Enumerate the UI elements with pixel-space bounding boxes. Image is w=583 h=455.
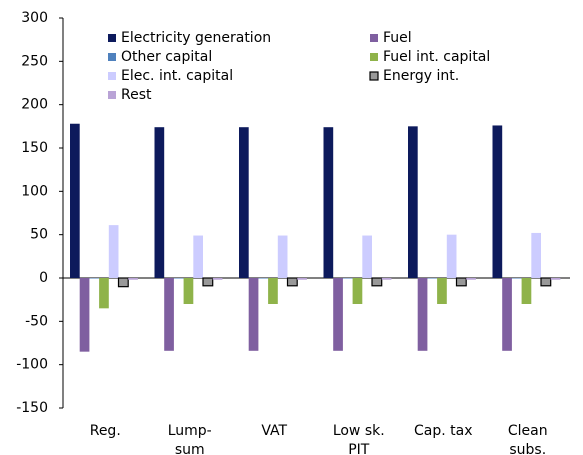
legend-marker — [108, 91, 116, 99]
x-tick-label: VAT — [261, 423, 287, 439]
y-tick-label: 100 — [21, 183, 48, 199]
bar — [258, 278, 269, 279]
legend-label: Rest — [121, 87, 152, 103]
legend-label: Electricity generation — [121, 30, 271, 46]
bar — [531, 232, 541, 278]
x-tick-label: PIT — [348, 442, 370, 455]
bar — [70, 123, 80, 278]
bar — [99, 278, 109, 309]
x-tick-label: Low sk. — [333, 423, 385, 439]
legend-label: Fuel int. capital — [383, 49, 490, 65]
legend-label: Elec. int. capital — [121, 68, 233, 84]
bar — [362, 235, 372, 278]
bar — [427, 278, 438, 279]
x-tick-label: Reg. — [90, 423, 121, 439]
y-tick-label: 250 — [21, 53, 48, 69]
x-tick-label: Cap. tax — [414, 423, 473, 439]
bar — [183, 278, 194, 304]
x-tick-label: subs. — [509, 442, 546, 455]
x-tick-label: Lump- — [168, 423, 212, 439]
bar — [502, 278, 512, 351]
bar — [117, 277, 129, 288]
bar — [466, 278, 476, 280]
legend-marker — [108, 53, 116, 61]
legend-label: Energy int. — [383, 68, 459, 84]
bar — [268, 278, 278, 304]
y-tick-label: 0 — [39, 270, 48, 286]
bar — [417, 278, 428, 351]
bar — [371, 277, 383, 287]
bar — [446, 234, 457, 278]
bar — [277, 235, 288, 278]
legend-marker — [369, 71, 379, 81]
bar — [342, 278, 353, 279]
bar — [239, 127, 249, 278]
bar — [154, 127, 165, 278]
y-tick-label: 200 — [21, 97, 48, 113]
legend-label: Other capital — [121, 49, 212, 65]
bar — [164, 278, 174, 351]
bar — [108, 225, 119, 278]
bar — [437, 278, 447, 304]
x-tick-label: sum — [175, 442, 205, 455]
bar — [286, 277, 298, 287]
bar — [352, 278, 363, 304]
bar — [540, 277, 552, 287]
y-tick-label: 50 — [30, 227, 48, 243]
y-tick-label: -50 — [25, 313, 48, 329]
bar — [173, 278, 184, 279]
bar — [128, 278, 138, 280]
bar — [212, 278, 223, 280]
bar — [550, 278, 561, 280]
bar — [297, 278, 307, 280]
bar — [521, 278, 532, 304]
y-tick-label: 150 — [21, 140, 48, 156]
bar — [455, 277, 467, 287]
legend-marker — [108, 72, 116, 80]
bar — [408, 126, 418, 278]
bar — [89, 278, 100, 279]
bar — [202, 277, 214, 287]
bar — [492, 125, 503, 278]
x-tick-label: Clean — [508, 423, 548, 439]
legend-label: Fuel — [383, 30, 412, 46]
y-tick-label: 300 — [21, 10, 48, 26]
bar — [381, 278, 392, 280]
bar — [248, 278, 259, 351]
y-tick-label: -150 — [16, 400, 48, 416]
y-tick-label: -100 — [16, 357, 48, 373]
bar — [323, 127, 334, 278]
bar — [333, 278, 343, 351]
bar — [193, 235, 203, 278]
legend-marker — [108, 34, 116, 42]
bar — [79, 278, 90, 352]
bar — [511, 278, 522, 279]
legend-marker — [370, 53, 378, 61]
legend-marker — [370, 34, 378, 42]
